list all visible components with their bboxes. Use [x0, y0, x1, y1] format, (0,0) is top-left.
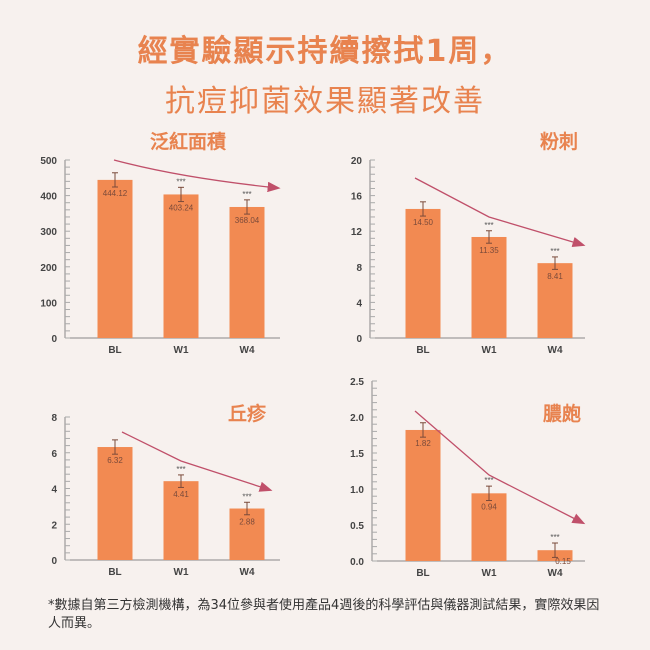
significance-marker: ***	[176, 177, 185, 186]
bar-W4	[229, 206, 265, 338]
y-tick-label: 16	[351, 192, 363, 203]
y-tick-label: 400	[40, 192, 57, 203]
y-tick-label: 8	[356, 263, 362, 274]
x-tick-label: BL	[108, 345, 121, 356]
bar-BL	[405, 208, 441, 338]
x-tick-label: W1	[482, 568, 497, 579]
data-label: 0.15	[555, 557, 571, 566]
y-tick-label: 0.0	[350, 557, 364, 568]
bar-W1	[471, 236, 507, 338]
bar-W4	[229, 508, 265, 560]
data-label: 2.88	[239, 518, 255, 527]
y-tick-label: 8	[51, 413, 57, 424]
data-label: 11.35	[479, 246, 499, 255]
bar-W1	[471, 493, 507, 561]
data-label: 14.50	[413, 218, 434, 227]
significance-marker: ***	[484, 476, 493, 485]
y-tick-label: 2	[51, 520, 57, 531]
data-label: 0.94	[481, 502, 497, 511]
data-label: 4.41	[173, 490, 189, 499]
y-tick-label: 4	[356, 298, 362, 309]
y-tick-label: 0.5	[350, 521, 364, 532]
y-tick-label: 1.0	[350, 485, 364, 496]
bar-BL	[405, 429, 441, 561]
significance-marker: ***	[242, 190, 251, 199]
y-tick-label: 2.5	[350, 377, 364, 388]
footnote: *數據自第三方檢測機構，為34位參與者使用產品4週後的科學評估與儀器測試結果，實…	[48, 598, 600, 631]
y-tick-label: 1.5	[350, 449, 364, 460]
trend-arrow	[121, 431, 273, 492]
y-tick-label: 12	[351, 227, 363, 238]
y-tick-label: 200	[40, 263, 57, 274]
data-label: 6.32	[107, 456, 123, 465]
x-tick-label: W4	[240, 345, 255, 356]
x-tick-label: BL	[108, 567, 121, 578]
data-label: 8.41	[547, 272, 563, 281]
bar-BL	[97, 447, 133, 560]
significance-marker: ***	[550, 533, 559, 542]
x-tick-label: W4	[548, 568, 563, 579]
trend-arrow	[414, 177, 586, 248]
chart-title-comedones: 粉刺	[540, 131, 579, 153]
data-label: 368.04	[235, 216, 260, 225]
headline-line-1: 經實驗顯示持續擦拭1周，	[137, 34, 513, 69]
y-tick-label: 2.0	[350, 413, 364, 424]
x-tick-label: W4	[548, 345, 563, 356]
chart-title-redness: 泛紅面積	[150, 131, 227, 153]
data-label: 444.12	[103, 189, 128, 198]
y-tick-label: 4	[51, 485, 57, 496]
y-tick-label: 0	[356, 334, 362, 345]
bar-W1	[163, 481, 199, 560]
y-tick-label: 0	[51, 556, 57, 567]
data-label: 1.82	[415, 439, 431, 448]
x-tick-label: W4	[240, 567, 255, 578]
y-tick-label: 500	[40, 156, 57, 167]
data-label: 403.24	[169, 203, 194, 212]
chart-title-pustules: 膿皰	[543, 403, 582, 425]
trend-arrow	[414, 410, 586, 525]
y-tick-label: 20	[351, 156, 363, 167]
x-tick-label: BL	[416, 345, 429, 356]
x-tick-label: BL	[416, 568, 429, 579]
bar-W1	[163, 194, 199, 338]
y-tick-label: 6	[51, 449, 57, 460]
chart-title-papules: 丘疹	[228, 403, 267, 425]
x-tick-label: W1	[174, 345, 189, 356]
y-tick-label: 300	[40, 227, 57, 238]
headline-line-2: 抗痘抑菌效果顯著改善	[165, 84, 485, 119]
x-tick-label: W1	[174, 567, 189, 578]
y-tick-label: 100	[40, 298, 57, 309]
y-tick-label: 0	[51, 334, 57, 345]
x-tick-label: W1	[482, 345, 497, 356]
significance-marker: ***	[484, 221, 493, 230]
significance-marker: ***	[176, 465, 185, 474]
bar-W4	[537, 263, 573, 338]
bar-BL	[97, 179, 133, 338]
trend-arrow	[113, 159, 281, 193]
significance-marker: ***	[550, 247, 559, 256]
significance-marker: ***	[242, 492, 251, 501]
